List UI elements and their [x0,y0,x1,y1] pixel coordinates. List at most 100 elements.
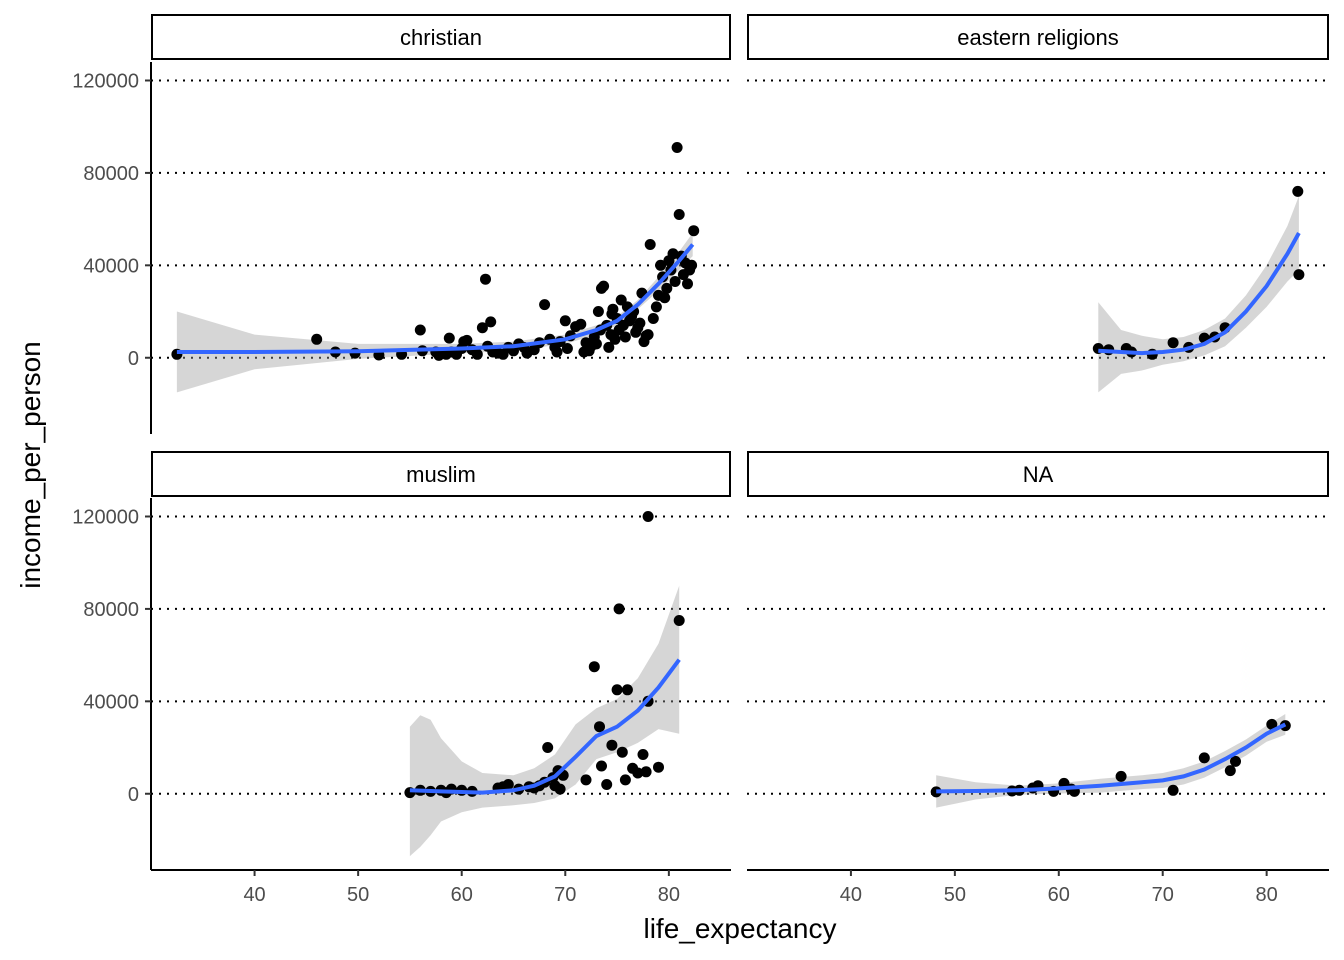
data-point [688,225,700,237]
smooth-line [176,243,695,354]
data-point [637,749,649,760]
x-tick-label: 40 [840,884,862,906]
facet-strip [747,14,1329,60]
data-point [1115,770,1127,782]
data-point [594,721,605,733]
data-point [575,318,587,330]
data-point [642,511,654,522]
facet-panel: muslim 0 40000 80000 120000 40 50 60 70 80 [72,451,731,906]
data-point [647,313,659,324]
facet-panel: NA 40 50 60 70 80 [747,451,1329,906]
data-point [601,779,613,790]
confidence-band [936,714,1286,808]
confidence-band [409,585,680,857]
data-point [1224,765,1236,777]
data-point [414,324,426,336]
data-point [644,239,656,250]
data-point [603,341,615,353]
y-tick-label: 0 [128,348,139,370]
x-tick-label: 50 [347,884,369,906]
data-point [598,280,610,292]
y-tick-label: 80000 [83,163,139,185]
data-point [596,760,607,772]
data-point [592,306,604,317]
x-tick-label: 80 [658,884,680,906]
data-point [632,767,644,779]
x-tick-label: 60 [1048,884,1070,906]
data-point [590,338,602,350]
y-tick-label: 80000 [83,599,139,621]
data-point [551,346,563,358]
data-point [609,333,621,345]
data-point [561,343,573,354]
data-point [686,259,698,271]
data-point [619,331,631,343]
data-point [539,299,551,311]
x-tick-label: 50 [944,884,966,906]
data-point [1230,755,1241,767]
data-point [619,774,631,786]
x-tick-label: 70 [554,884,576,906]
facet-panels: christian 0 40000 80000 120000 eastern religi… [72,14,1329,906]
data-point [613,603,625,615]
y-axis-title: income_per_person [15,341,46,589]
data-point [616,746,628,758]
data-point [559,315,571,327]
facet-strip-label: christian [400,25,482,50]
facet-panel: eastern religions [747,14,1329,393]
data-point [655,259,667,271]
data-point [1198,752,1210,764]
data-point [673,209,685,220]
facet-strip [151,451,731,497]
facet-strip-label: NA [1023,462,1054,487]
data-point [1167,784,1179,796]
data-point [311,333,323,345]
data-point [471,348,483,360]
confidence-band [1098,196,1299,393]
y-tick-label: 40000 [83,255,139,277]
data-point [930,786,942,798]
x-tick-label: 80 [1256,884,1278,906]
data-point [476,322,488,334]
x-tick-label: 40 [243,884,265,906]
data-point [661,282,673,294]
data-point [611,684,623,696]
data-point [640,766,652,778]
data-point [502,779,514,790]
data-point [659,292,671,304]
data-point [650,301,662,313]
data-point [1293,269,1305,281]
data-point [580,774,592,786]
data-point [480,273,491,285]
data-point [653,761,664,773]
data-point [1292,185,1304,197]
facet-strip [747,451,1329,497]
data-point [671,142,683,153]
y-tick-label: 120000 [72,506,139,528]
data-point [642,329,654,341]
data-point [669,276,681,287]
x-tick-label: 60 [451,884,473,906]
data-point [461,334,473,346]
data-point [606,739,618,751]
facet-panel: christian 0 40000 80000 120000 [72,14,731,434]
x-tick-label: 70 [1152,884,1174,906]
data-point [485,316,497,328]
x-axis-title: life_expectancy [643,913,836,944]
smooth-line [409,658,681,795]
y-tick-label: 120000 [72,70,139,92]
smooth-line [1098,232,1301,356]
data-point [634,317,646,329]
facet-strip-label: eastern religions [957,25,1118,50]
facet-strip-label: muslim [406,462,476,487]
data-point [607,303,619,315]
smooth-line [936,722,1287,794]
data-point [443,332,455,344]
facet-strip [151,14,731,60]
data-point [1266,718,1278,730]
data-point [554,783,566,795]
data-point [588,661,600,673]
data-point [667,248,679,260]
y-tick-label: 0 [128,784,139,806]
